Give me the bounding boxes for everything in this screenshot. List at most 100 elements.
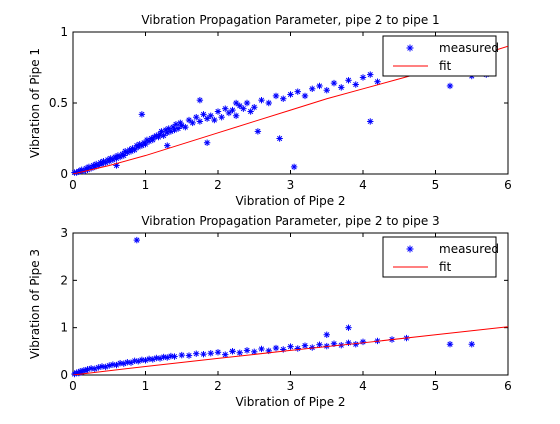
legend-label: measured xyxy=(439,41,499,55)
x-tick-label: 0 xyxy=(69,379,77,393)
measured-point xyxy=(214,349,222,356)
x-tick-label: 6 xyxy=(504,178,512,192)
x-tick-label: 5 xyxy=(432,178,440,192)
measured-point xyxy=(345,324,352,331)
x-tick-label: 3 xyxy=(287,178,295,192)
chart-2 xyxy=(71,232,509,378)
measured-point xyxy=(294,88,301,95)
measured-point xyxy=(290,163,298,171)
measured-point xyxy=(222,105,229,112)
y-tick-label: 1 xyxy=(60,321,68,335)
measured-point xyxy=(316,82,323,90)
fit-line xyxy=(73,326,508,375)
measured-point xyxy=(232,99,240,107)
measured-point xyxy=(272,344,280,352)
x-tick-label: 0 xyxy=(69,178,77,192)
x-tick-label: 6 xyxy=(504,379,512,393)
measured-point xyxy=(196,118,204,125)
measured-point xyxy=(243,99,251,107)
measured-point xyxy=(164,142,171,149)
measured-point xyxy=(352,341,359,348)
y-axis-label: Vibration of Pipe 1 xyxy=(28,48,42,158)
y-tick-label: 3 xyxy=(60,226,68,240)
x-tick-label: 4 xyxy=(359,178,367,192)
measured-point xyxy=(446,82,454,90)
measured-point xyxy=(203,139,211,146)
measured-point xyxy=(200,111,207,118)
measured-point xyxy=(367,118,374,125)
measured-point xyxy=(236,349,243,356)
y-tick-label: 1 xyxy=(60,25,68,39)
y-tick-label: 0 xyxy=(60,167,68,181)
measured-point xyxy=(222,351,229,358)
measured-point xyxy=(207,350,214,357)
measured-point xyxy=(243,347,251,354)
measured-point xyxy=(287,91,294,98)
legend xyxy=(382,35,497,77)
measured-point xyxy=(330,79,338,87)
measured-point xyxy=(338,84,345,91)
legend-label: fit xyxy=(439,59,452,73)
measured-point xyxy=(251,348,258,356)
measured-point xyxy=(232,112,240,119)
measured-point xyxy=(229,106,236,114)
measured-point xyxy=(200,350,207,358)
measured-point xyxy=(133,236,141,244)
legend-box xyxy=(382,236,497,278)
measured-point xyxy=(196,96,204,104)
legend-measured-marker xyxy=(406,44,414,52)
measured-point xyxy=(254,128,262,135)
legend-label: measured xyxy=(439,242,499,256)
measured-point xyxy=(193,350,200,357)
measured-point xyxy=(251,104,258,111)
measured-point xyxy=(178,351,185,359)
measured-point xyxy=(189,119,196,127)
measured-point xyxy=(171,353,178,360)
measured-point xyxy=(316,341,323,348)
measured-point xyxy=(240,105,247,112)
measured-point xyxy=(374,78,381,85)
x-tick-label: 3 xyxy=(287,379,295,393)
measured-point xyxy=(211,116,218,124)
measured-point xyxy=(203,115,211,122)
measured-point xyxy=(323,331,330,338)
measured-point xyxy=(218,113,225,121)
y-axis-label: Vibration of Pipe 3 xyxy=(28,249,42,359)
measured-point xyxy=(84,366,91,373)
chart-title: Vibration Propagation Parameter, pipe 2 … xyxy=(141,13,439,27)
measured-point xyxy=(345,77,352,84)
x-axis-label: Vibration of Pipe 2 xyxy=(235,194,345,208)
measured-point xyxy=(185,116,193,124)
measured-point xyxy=(287,343,294,350)
measured-point xyxy=(258,345,265,353)
x-tick-label: 4 xyxy=(359,379,367,393)
measured-point xyxy=(214,108,222,115)
chart-1 xyxy=(71,31,509,176)
measured-point xyxy=(272,92,280,100)
measured-point xyxy=(193,113,200,121)
measured-point xyxy=(225,109,233,117)
measured-point xyxy=(258,96,265,104)
measured-point xyxy=(229,348,236,355)
measured-point xyxy=(207,112,214,119)
measured-point xyxy=(359,74,367,81)
measured-point xyxy=(468,341,475,348)
measured-point xyxy=(182,123,189,131)
chart-title: Vibration Propagation Parameter, pipe 2 … xyxy=(141,214,439,228)
y-tick-label: 0 xyxy=(60,368,68,382)
measured-point xyxy=(446,341,454,348)
x-tick-label: 1 xyxy=(142,178,150,192)
legend-measured-marker xyxy=(406,245,414,253)
measured-point xyxy=(160,132,167,139)
y-tick-label: 2 xyxy=(60,273,68,287)
measured-point xyxy=(265,99,272,107)
measured-point xyxy=(135,358,142,365)
legend-label: fit xyxy=(439,260,452,274)
measured-point xyxy=(309,85,316,93)
measured-point xyxy=(174,125,182,132)
measured-point xyxy=(352,81,359,88)
measured-point xyxy=(236,102,243,110)
measured-point xyxy=(149,136,156,144)
